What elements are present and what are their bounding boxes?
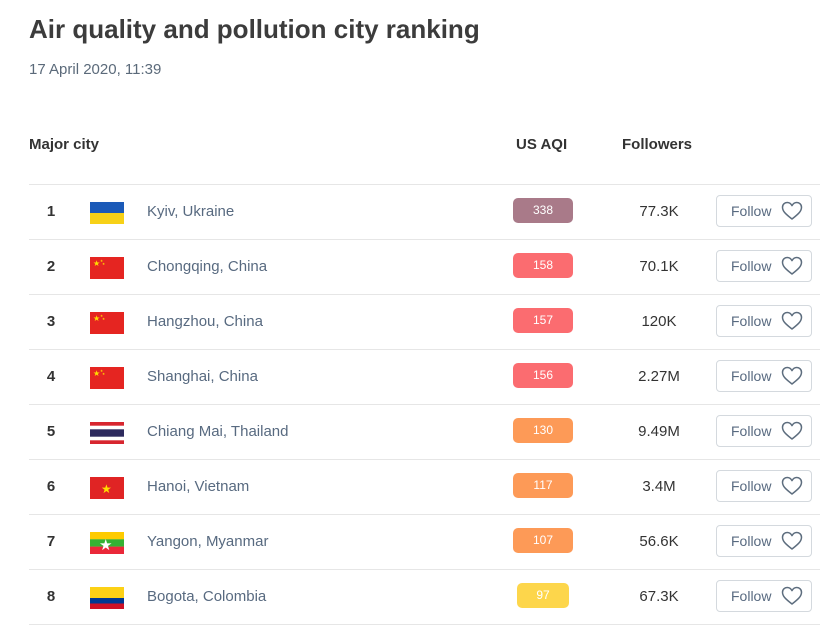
city-link[interactable]: Chiang Mai, Thailand: [147, 423, 289, 440]
rank-number: 6: [46, 478, 56, 495]
thailand-flag-icon: [90, 422, 124, 444]
table-row: 1 Kyiv, Ukraine 338 77.3K Follow: [29, 185, 820, 240]
heart-icon: [781, 366, 803, 386]
followers-count: 77.3K: [639, 203, 679, 220]
city-link[interactable]: Hangzhou, China: [147, 313, 263, 330]
city-link[interactable]: Shanghai, China: [147, 368, 258, 385]
svg-text:★: ★: [93, 369, 100, 378]
aqi-badge: 117: [513, 473, 573, 498]
ukraine-flag-icon: [90, 202, 124, 224]
aqi-badge: 156: [513, 363, 573, 388]
aqi-badge: 107: [513, 528, 573, 553]
follow-button[interactable]: Follow: [716, 470, 812, 502]
follow-label: Follow: [731, 423, 772, 439]
follow-label: Follow: [731, 533, 772, 549]
follow-label: Follow: [731, 258, 772, 274]
rank-number: 7: [46, 533, 56, 550]
table-row: 6 ★ Hanoi, Vietnam 117 3.4M Follow: [29, 460, 820, 515]
myanmar-flag-icon: ★: [90, 532, 124, 554]
followers-count: 9.49M: [638, 423, 680, 440]
table-row: 2 ★ ★ ★ Chongqing, China 158 70.1K Follow: [29, 240, 820, 295]
heart-icon: [781, 586, 803, 606]
table-row: 4 ★ ★ ★ Shanghai, China 156 2.27M Follow: [29, 350, 820, 405]
follow-label: Follow: [731, 588, 772, 604]
svg-text:★: ★: [99, 536, 112, 554]
svg-text:★: ★: [102, 372, 105, 376]
heart-icon: [781, 311, 803, 331]
svg-text:★: ★: [102, 262, 105, 266]
aqi-badge: 158: [513, 253, 573, 278]
svg-text:★: ★: [93, 259, 100, 268]
aqi-badge: 97: [517, 583, 569, 608]
follow-label: Follow: [731, 368, 772, 384]
table-row: 7 ★ Yangon, Myanmar 107 56.6K Follow: [29, 515, 820, 570]
heart-icon: [781, 421, 803, 441]
rank-number: 8: [46, 588, 56, 605]
svg-text:★: ★: [102, 317, 105, 321]
rank-number: 1: [46, 203, 56, 220]
vietnam-flag-icon: ★: [90, 477, 124, 499]
follow-button[interactable]: Follow: [716, 525, 812, 557]
page-title: Air quality and pollution city ranking: [29, 14, 480, 44]
table-row: 5 Chiang Mai, Thailand 130 9.49M Follow: [29, 405, 820, 460]
city-link[interactable]: Chongqing, China: [147, 258, 268, 275]
followers-count: 56.6K: [639, 533, 679, 550]
follow-button[interactable]: Follow: [716, 415, 812, 447]
followers-count: 67.3K: [639, 588, 679, 605]
svg-text:★: ★: [100, 369, 103, 373]
colombia-flag-icon: [90, 587, 124, 609]
rank-number: 2: [46, 258, 56, 275]
timestamp: 17 April 2020, 11:39: [29, 61, 162, 78]
follow-label: Follow: [731, 478, 772, 494]
follow-button[interactable]: Follow: [716, 250, 812, 282]
heart-icon: [781, 256, 803, 276]
column-header-followers: Followers: [622, 136, 693, 153]
follow-label: Follow: [731, 203, 772, 219]
china-flag-icon: ★ ★ ★: [90, 257, 124, 279]
city-link[interactable]: Kyiv, Ukraine: [147, 203, 235, 220]
table-row: 3 ★ ★ ★ Hangzhou, China 157 120K Follow: [29, 295, 820, 350]
aqi-badge: 130: [513, 418, 573, 443]
heart-icon: [781, 201, 803, 221]
column-header-us-aqi: US AQI: [516, 136, 568, 153]
china-flag-icon: ★ ★ ★: [90, 367, 124, 389]
rank-number: 3: [46, 313, 56, 330]
followers-count: 70.1K: [639, 258, 679, 275]
ranking-table: 1 Kyiv, Ukraine 338 77.3K Follow 2 ★ ★ ★ C…: [29, 184, 820, 625]
svg-text:★: ★: [101, 482, 112, 496]
city-link[interactable]: Yangon, Myanmar: [147, 533, 269, 550]
svg-text:★: ★: [100, 259, 103, 263]
followers-count: 3.4M: [642, 478, 676, 495]
column-header-major-city: Major city: [29, 136, 100, 153]
followers-count: 2.27M: [638, 368, 680, 385]
city-link[interactable]: Hanoi, Vietnam: [147, 478, 250, 495]
aqi-badge: 157: [513, 308, 573, 333]
svg-text:★: ★: [100, 314, 103, 318]
table-row: 8 Bogota, Colombia 97 67.3K Follow: [29, 570, 820, 625]
china-flag-icon: ★ ★ ★: [90, 312, 124, 334]
heart-icon: [781, 531, 803, 551]
rank-number: 4: [46, 368, 56, 385]
rank-number: 5: [46, 423, 56, 440]
aqi-badge: 338: [513, 198, 573, 223]
heart-icon: [781, 476, 803, 496]
city-link[interactable]: Bogota, Colombia: [147, 588, 267, 605]
follow-button[interactable]: Follow: [716, 305, 812, 337]
follow-button[interactable]: Follow: [716, 360, 812, 392]
follow-button[interactable]: Follow: [716, 580, 812, 612]
followers-count: 120K: [641, 313, 677, 330]
follow-button[interactable]: Follow: [716, 195, 812, 227]
follow-label: Follow: [731, 313, 772, 329]
svg-text:★: ★: [93, 314, 100, 323]
